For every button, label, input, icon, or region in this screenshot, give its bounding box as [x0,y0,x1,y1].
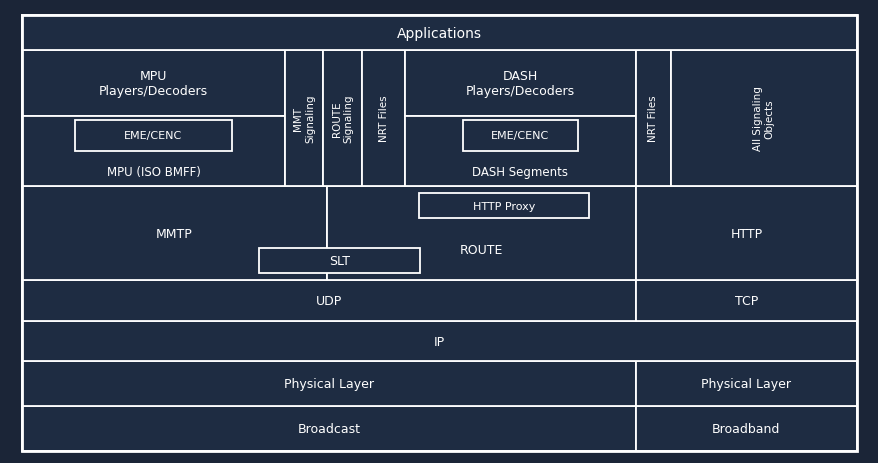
Text: EME/CENC: EME/CENC [491,131,549,141]
FancyBboxPatch shape [22,407,635,451]
Text: Applications: Applications [397,26,481,41]
Text: IP: IP [434,335,444,348]
FancyBboxPatch shape [405,117,635,186]
FancyBboxPatch shape [463,121,578,151]
FancyBboxPatch shape [259,249,420,273]
FancyBboxPatch shape [635,362,856,407]
Text: HTTP: HTTP [730,227,761,240]
FancyBboxPatch shape [362,51,405,186]
Text: MMTP: MMTP [155,227,192,240]
Text: HTTP Proxy: HTTP Proxy [472,201,535,211]
FancyBboxPatch shape [75,121,232,151]
Text: Broadband: Broadband [711,422,780,435]
Text: DASH Segments: DASH Segments [472,166,568,179]
Text: EME/CENC: EME/CENC [124,131,183,141]
Text: Physical Layer: Physical Layer [701,377,790,390]
FancyBboxPatch shape [635,407,856,451]
FancyBboxPatch shape [327,186,635,281]
Text: MMT
Signaling: MMT Signaling [293,94,314,143]
Text: DASH
Players/Decoders: DASH Players/Decoders [465,70,574,98]
Text: TCP: TCP [734,294,757,307]
FancyBboxPatch shape [22,362,635,407]
FancyBboxPatch shape [419,194,589,219]
FancyBboxPatch shape [22,321,856,362]
FancyBboxPatch shape [22,281,635,321]
FancyBboxPatch shape [22,117,284,186]
Text: UDP: UDP [315,294,342,307]
Text: Broadcast: Broadcast [297,422,360,435]
FancyBboxPatch shape [635,281,856,321]
Text: SLT: SLT [328,255,349,268]
Text: ROUTE: ROUTE [459,243,502,256]
FancyBboxPatch shape [323,51,362,186]
Text: MPU
Players/Decoders: MPU Players/Decoders [99,70,208,98]
FancyBboxPatch shape [405,51,635,117]
FancyBboxPatch shape [284,51,323,186]
FancyBboxPatch shape [22,16,856,51]
Text: ROUTE
Signaling: ROUTE Signaling [332,94,353,143]
Text: NRT Files: NRT Files [378,95,388,142]
Text: Physical Layer: Physical Layer [284,377,373,390]
FancyBboxPatch shape [22,186,327,281]
FancyBboxPatch shape [635,186,856,281]
Text: NRT Files: NRT Files [648,95,658,142]
FancyBboxPatch shape [670,51,856,186]
Text: All Signaling
Objects: All Signaling Objects [752,86,774,151]
Text: MPU (ISO BMFF): MPU (ISO BMFF) [106,166,200,179]
FancyBboxPatch shape [22,51,284,117]
FancyBboxPatch shape [635,51,670,186]
